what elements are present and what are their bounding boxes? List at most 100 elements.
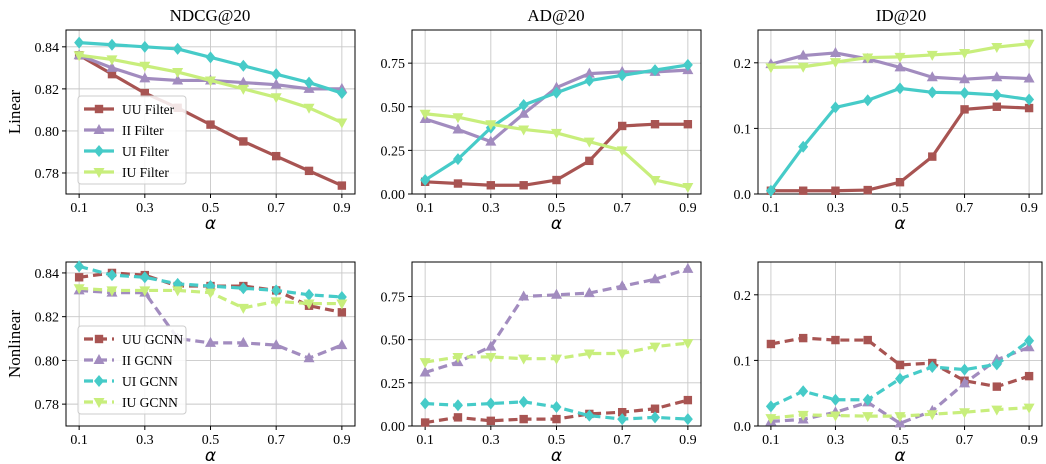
data-point-uu [1024,371,1034,381]
x-tick-label: 0.1 [762,201,780,216]
x-axis-label: α [551,446,562,464]
legend-marker-ii [93,124,105,134]
legend-label-iu: IU Filter [122,165,169,180]
data-point-ui [485,397,496,410]
data-point-ui [617,69,628,82]
y-tick-label: 0.78 [35,167,60,182]
series-line-uu [770,336,1030,389]
data-point-ui [420,174,431,187]
x-axis-label: α [894,214,905,234]
data-point-uu [992,102,1002,111]
data-point-iu [205,76,216,87]
x-tick-label: 0.1 [70,201,88,216]
x-tick-label: 0.7 [267,201,285,216]
data-point-iu [336,299,348,310]
y-tick-label: 0.50 [381,101,406,116]
data-point-ui [551,86,562,99]
data-point-iu [73,284,85,295]
data-point-ui [798,140,809,153]
data-point-iu [926,410,938,421]
data-point-iu [139,61,151,72]
data-point-iu [1023,39,1035,50]
data-point-ii [926,71,938,82]
data-point-ui [106,269,117,282]
x-axis-label: α [551,214,562,234]
row-label-nonlinear: Nonlinear [5,310,24,378]
subplot-6: 0.1 0.3 0.5 0.7 0.9 0.0 0.1 0.2 α [734,261,1043,464]
data-point-ui [238,59,249,72]
y-tick-label: 0.0 [734,188,752,203]
data-point-uu [304,166,314,176]
x-tick-label: 0.3 [827,433,845,448]
data-point-ui [584,409,595,422]
data-point-iu [829,58,841,69]
data-point-iu [205,288,216,299]
data-point-uu [1024,103,1034,113]
data-point-ui [895,372,905,385]
x-tick-label: 0.7 [613,201,631,216]
data-point-ui [420,397,431,410]
data-point-iu [419,358,431,369]
data-point-ui [682,58,693,71]
x-tick-label: 0.7 [956,201,974,216]
data-point-ii [649,273,661,284]
data-point-uu [895,360,905,370]
data-point-uu [74,273,84,282]
data-point-ii [485,340,497,351]
data-point-ui [139,40,150,53]
data-point-iu [270,93,282,104]
x-tick-label: 0.9 [679,433,697,448]
subplot-1: 0.1 0.3 0.5 0.7 0.9 0.78 0.80 0.82 0.84 α UU Filte… [35,29,356,234]
y-tick-label: 0.1 [734,122,752,137]
data-point-ui [304,288,315,301]
axes-frame [65,29,356,195]
x-tick-label: 0.5 [202,201,220,216]
data-point-ii [485,135,497,146]
data-point-ii [616,280,628,291]
data-point-iu [862,412,874,423]
data-point-iu [73,51,85,62]
y-tick-label: 0.0 [734,420,752,435]
y-tick-label: 0.84 [35,267,60,282]
data-point-uu [107,69,117,79]
data-point-iu [682,339,694,350]
data-point-uu [798,333,808,343]
data-point-ii [551,81,562,92]
data-point-iu [1023,403,1035,414]
data-point-ui [1024,93,1035,106]
data-point-uu [831,186,840,195]
x-tick-label: 0.5 [891,433,909,448]
data-point-ii [894,417,906,428]
data-point-ui [830,101,841,114]
data-point-iu [106,55,118,66]
x-tick-label: 0.3 [136,201,154,216]
data-point-ui [991,88,1002,101]
data-point-ui [927,86,938,99]
data-point-ii [518,107,530,118]
data-point-iu [959,408,971,419]
data-point-iu [649,176,661,187]
data-point-iu [452,113,464,124]
data-point-ui [650,411,661,424]
data-point-ui [518,395,529,408]
col-title-ad: AD@20 [527,6,584,25]
data-point-ii [336,339,348,350]
data-point-iu [518,354,530,365]
data-point-uu [863,185,872,195]
data-point-uu [650,120,660,129]
data-point-iu [991,405,1003,416]
data-point-ui [584,74,595,87]
legend-marker-iu [93,398,105,408]
data-point-iu [616,146,628,157]
legend-label-iu: IU GCNN [122,395,178,410]
data-point-uu [239,137,248,146]
data-point-iu [829,411,841,422]
data-point-uu [831,335,840,345]
x-tick-label: 0.5 [548,201,566,216]
data-point-ii [959,73,971,84]
data-point-iu [452,352,464,363]
data-point-iu [616,349,628,360]
x-tick-label: 0.1 [416,201,434,216]
data-point-ii [829,46,841,57]
x-tick-label: 0.3 [482,433,500,448]
